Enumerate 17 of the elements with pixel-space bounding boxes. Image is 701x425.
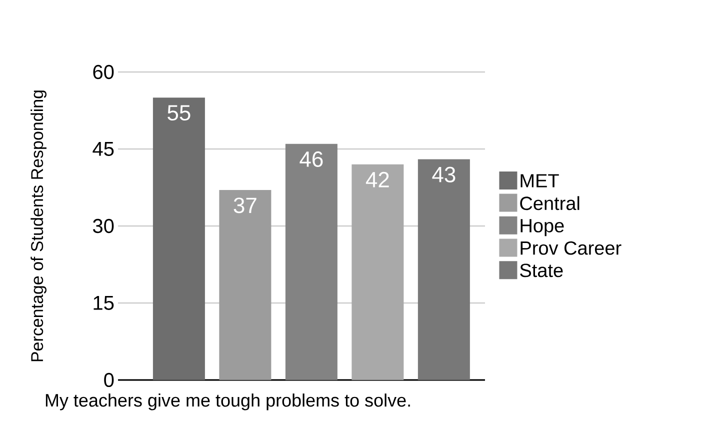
y-tick-label: 30 (93, 218, 114, 234)
legend-label: State (520, 264, 563, 278)
y-tick-label: 15 (94, 296, 114, 310)
legend-label: Prov Career (520, 241, 622, 255)
y-tick-label: 60 (93, 64, 114, 80)
data-label: 42 (366, 172, 389, 188)
data-label: 43 (432, 166, 456, 182)
legend-label: MET (520, 174, 559, 188)
data-label: 46 (300, 151, 323, 167)
data-label: 37 (234, 198, 256, 214)
legend-label: Hope (520, 219, 564, 236)
x-axis-title: My teachers give me tough problems to solve. (46, 394, 410, 410)
y-tick-label: 45 (92, 142, 114, 156)
legend-label: Central (520, 196, 580, 210)
y-axis-title: Percentage of Students Responding (30, 90, 46, 362)
y-tick-label: 0 (104, 372, 114, 388)
data-label: 55 (168, 105, 190, 121)
